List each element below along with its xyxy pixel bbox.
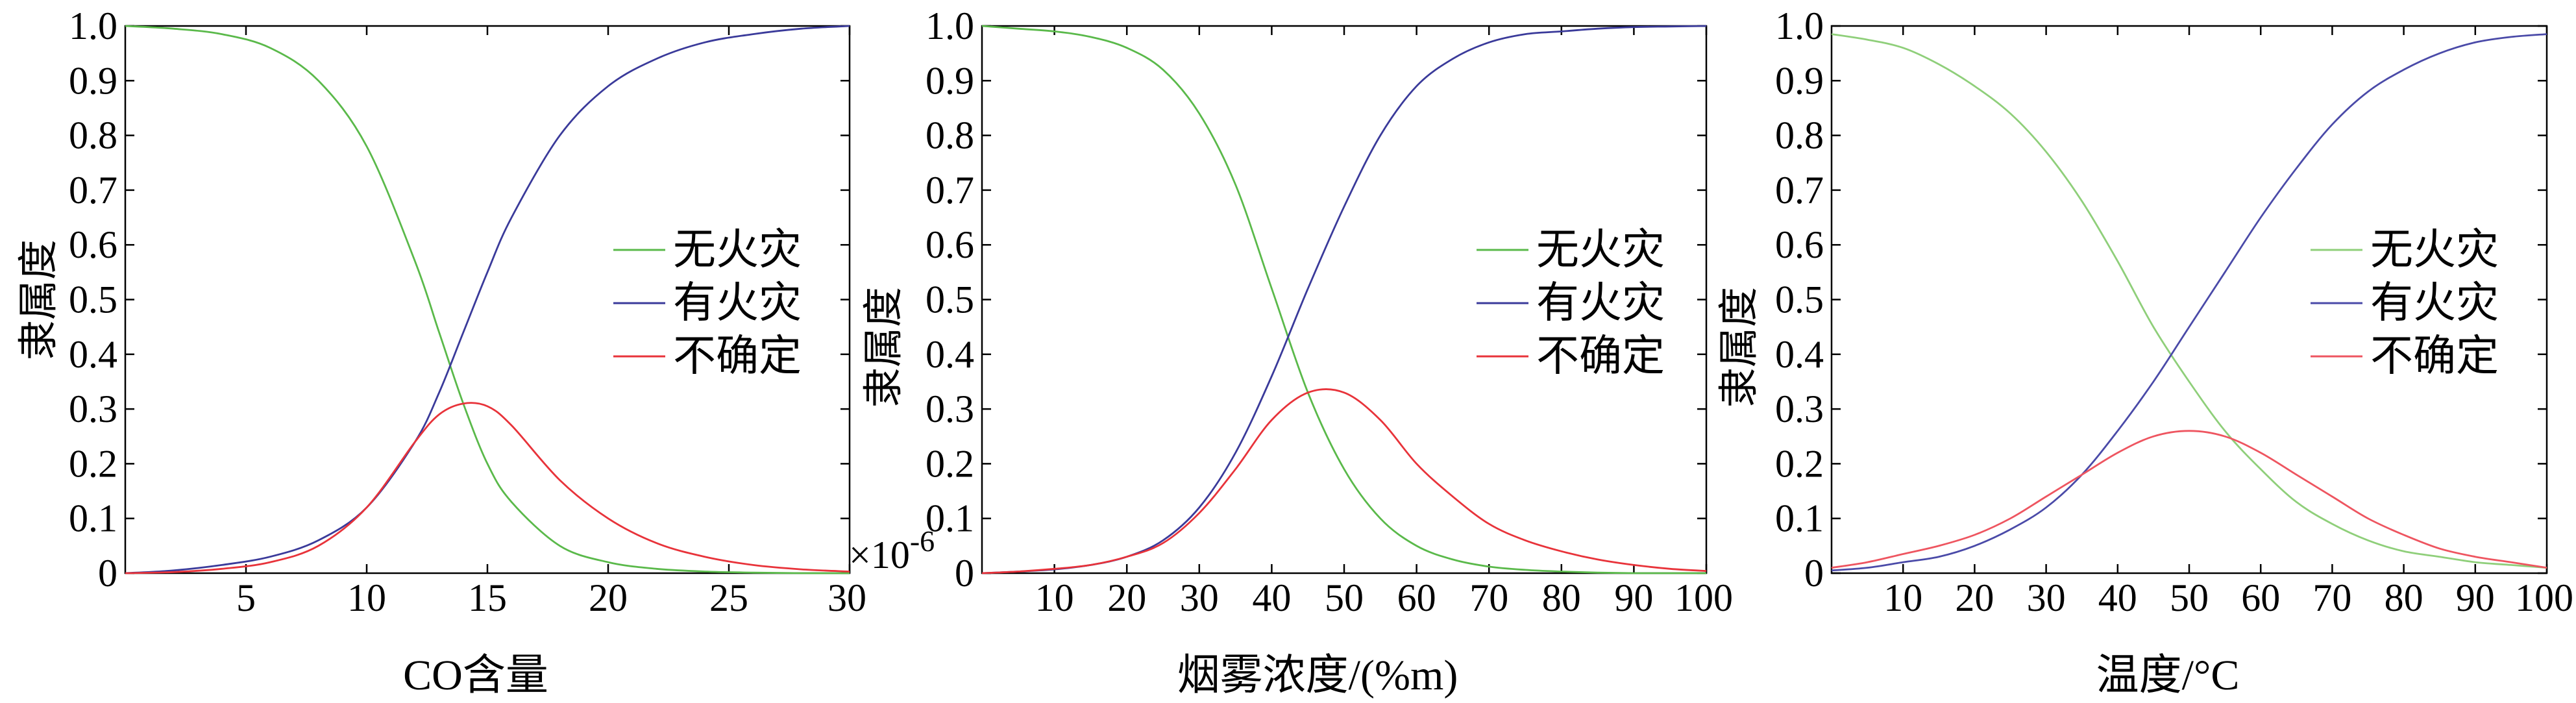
series-line-2-2: [981, 388, 1707, 574]
y-tick-label-3-4: 0.4: [1775, 333, 1824, 376]
x-tick-label-2-5: 60: [1397, 576, 1436, 619]
y-tick-labels-3: 0 0.1 0.2 0.3 0.4 0.5 0.6 0.7 0.8 0.9 1.0: [1775, 5, 1824, 595]
y-tick-label-2-0: 0: [955, 552, 974, 595]
y-tick-label-2-4: 0.4: [926, 333, 974, 376]
y-tick-label-2-10: 1.0: [926, 5, 974, 47]
x-tick-label-2-3: 40: [1252, 576, 1291, 619]
series-line-1-1: [125, 25, 850, 574]
y-tick-label-1-7: 0.7: [69, 169, 117, 212]
y-tick-label-1-5: 0.5: [69, 278, 117, 321]
y-tick-label-3-1: 0.1: [1775, 497, 1824, 540]
x-tick-label-2-8: 90: [1614, 576, 1653, 619]
series-line-3-1: [1831, 33, 2547, 572]
y-tick-labels-1: 0 0.1 0.2 0.3 0.4 0.5 0.6 0.7 0.8 0.9 1.0: [69, 5, 117, 595]
x-tick-label-2-6: 70: [1469, 576, 1508, 619]
series-line-1-2: [125, 402, 850, 574]
y-tick-label-2-5: 0.5: [926, 278, 974, 321]
chart-panel-2: 0 0.1 0.2 0.3 0.4 0.5 0.6 0.7 0.8 0.9 1.0 10 20 30 40…: [849, 5, 1733, 699]
x-tick-label-3-8: 90: [2456, 576, 2495, 619]
legend-label-1-1: 有火灾: [673, 280, 802, 327]
y-tick-labels-2: 0 0.1 0.2 0.3 0.4 0.5 0.6 0.7 0.8 0.9 1.0: [926, 5, 974, 595]
series-lines-3: [1831, 33, 2547, 572]
x-tick-label-3-1: 20: [1955, 576, 1994, 619]
legend-label-3-0: 无火灾: [2370, 227, 2499, 274]
axis-multiplier-note: ×10-6: [849, 524, 935, 576]
y-tick-label-2-9: 0.9: [926, 59, 974, 102]
legend-label-1-0: 无火灾: [673, 227, 802, 274]
y-tick-label-1-6: 0.6: [69, 223, 117, 266]
series-lines-2: [981, 25, 1707, 574]
x-tick-label-2-0: 10: [1035, 576, 1074, 619]
legend-label-3-1: 有火灾: [2370, 280, 2499, 327]
chart-panel-3: 0 0.1 0.2 0.3 0.4 0.5 0.6 0.7 0.8 0.9 1.0 10 20 30 40…: [1717, 5, 2573, 699]
y-tick-label-3-3: 0.3: [1775, 388, 1824, 430]
y-tick-label-2-8: 0.8: [926, 114, 974, 157]
x-tick-label-3-7: 80: [2385, 576, 2423, 619]
y-tick-label-3-5: 0.5: [1775, 278, 1824, 321]
x-tick-labels-2: 10 20 30 40 50 60 70 80 90 100: [1035, 576, 1733, 619]
x-tick-labels-3: 10 20 30 40 50 60 70 80 90 100: [1883, 576, 2573, 619]
y-tick-label-3-2: 0.2: [1775, 442, 1824, 485]
y-tick-label-1-8: 0.8: [69, 114, 117, 157]
y-tick-label-1-9: 0.9: [69, 59, 117, 102]
y-axis-label-1: 隶属度: [17, 240, 61, 360]
x-tick-label-1-3: 20: [589, 576, 628, 619]
y-tick-label-1-4: 0.4: [69, 333, 117, 376]
y-tick-label-3-0: 0: [1804, 552, 1824, 595]
x-tick-label-2-4: 50: [1325, 576, 1364, 619]
y-tick-label-1-10: 1.0: [69, 5, 117, 47]
x-tick-label-3-2: 30: [2027, 576, 2066, 619]
y-tick-label-1-2: 0.2: [69, 442, 117, 485]
series-line-3-2: [1831, 430, 2547, 569]
y-tick-label-2-1: 0.1: [926, 497, 974, 540]
series-lines-1: [125, 25, 850, 574]
x-tick-label-1-1: 10: [347, 576, 386, 619]
x-tick-label-1-2: 15: [468, 576, 507, 619]
series-line-2-0: [981, 25, 1706, 574]
x-tick-label-3-5: 60: [2241, 576, 2280, 619]
y-axis-label-2: 隶属度: [862, 287, 906, 408]
legend-label-2-2: 不确定: [1536, 333, 1665, 380]
y-tick-label-1-0: 0: [98, 552, 117, 595]
x-tick-label-1-0: 5: [236, 576, 256, 619]
x-tick-label-1-5: 30: [828, 576, 866, 619]
x-tick-label-3-3: 40: [2098, 576, 2137, 619]
y-tick-label-1-1: 0.1: [69, 497, 117, 540]
chart-panel-1: 0 0.1 0.2 0.3 0.4 0.5 0.6 0.7 0.8 0.9 1.0 5 10 15 20 2…: [17, 5, 866, 699]
y-tick-label-2-3: 0.3: [926, 388, 974, 430]
x-tick-label-2-1: 20: [1107, 576, 1146, 619]
x-tick-label-3-4: 50: [2170, 576, 2209, 619]
x-axis-label-2: 烟雾浓度/(%m): [1177, 652, 1458, 699]
y-tick-label-3-10: 1.0: [1775, 5, 1824, 47]
series-line-3-0: [1831, 33, 2547, 569]
y-tick-label-2-6: 0.6: [926, 223, 974, 266]
y-tick-label-1-3: 0.3: [69, 388, 117, 430]
legend-label-2-0: 无火灾: [1536, 227, 1665, 274]
axis-ticks-3: [1832, 25, 2548, 574]
legend-label-3-2: 不确定: [2370, 333, 2499, 380]
legend-label-2-1: 有火灾: [1536, 280, 1665, 327]
x-axis-label-3: 温度/°C: [2096, 652, 2240, 699]
x-tick-label-3-6: 70: [2312, 576, 2351, 619]
y-tick-label-3-6: 0.6: [1775, 223, 1824, 266]
x-tick-label-3-0: 10: [1883, 576, 1922, 619]
x-tick-label-2-7: 80: [1542, 576, 1581, 619]
y-tick-label-3-7: 0.7: [1775, 169, 1824, 212]
y-axis-label-3: 隶属度: [1717, 287, 1761, 408]
y-tick-label-2-2: 0.2: [926, 442, 974, 485]
x-tick-labels-1: 5 10 15 20 25 30: [236, 576, 866, 619]
x-tick-label-1-4: 25: [709, 576, 748, 619]
y-tick-label-3-8: 0.8: [1775, 114, 1824, 157]
legend-label-1-2: 不确定: [673, 333, 802, 380]
x-axis-label-1: CO含量: [403, 652, 548, 699]
y-tick-label-3-9: 0.9: [1775, 59, 1824, 102]
x-tick-label-2-2: 30: [1180, 576, 1219, 619]
x-tick-label-2-9: 100: [1674, 576, 1733, 619]
y-tick-label-2-7: 0.7: [926, 169, 974, 212]
x-tick-label-3-9: 100: [2515, 576, 2573, 619]
